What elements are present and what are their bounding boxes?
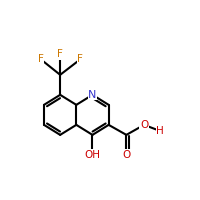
Text: H: H — [156, 126, 164, 136]
Text: O: O — [122, 150, 130, 160]
Text: OH: OH — [84, 150, 100, 160]
Text: F: F — [57, 49, 63, 59]
Text: F: F — [38, 54, 44, 64]
Text: N: N — [88, 90, 97, 100]
Text: F: F — [77, 54, 83, 64]
Text: O: O — [140, 120, 148, 130]
